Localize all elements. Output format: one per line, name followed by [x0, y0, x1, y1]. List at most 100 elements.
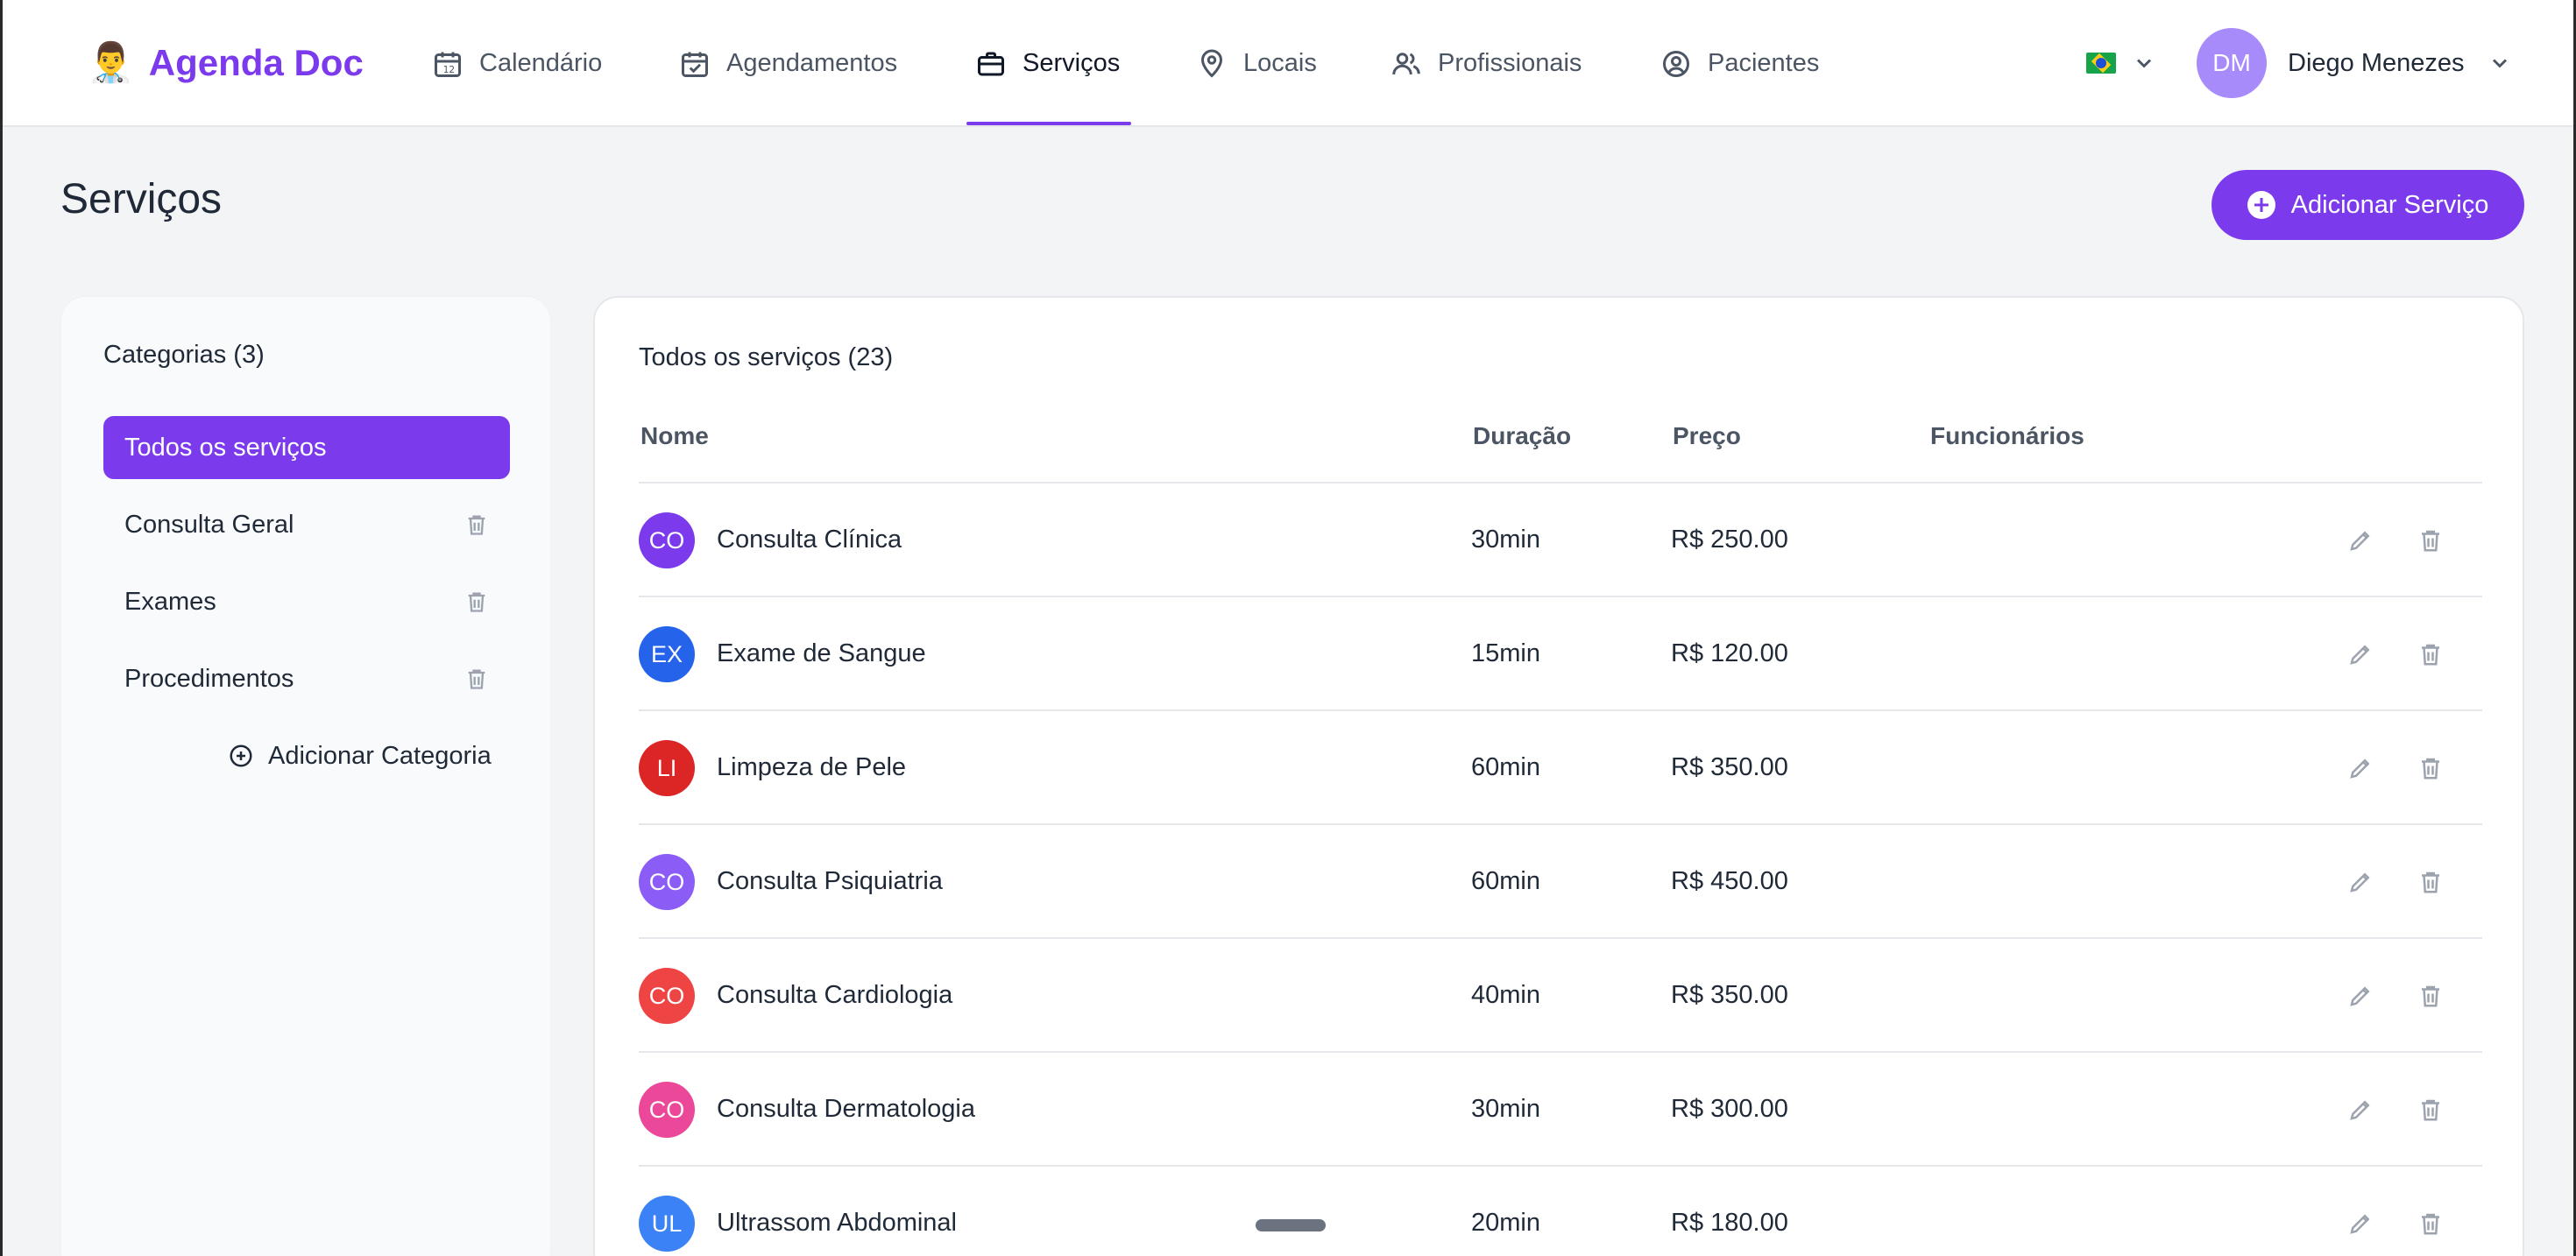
- nav-label: Serviços: [1023, 49, 1121, 77]
- edit-pencil-icon[interactable]: [2347, 527, 2374, 554]
- table-row[interactable]: CO Consulta Psiquiatria 60min R$ 450.00: [639, 825, 2482, 939]
- service-duration: 20min: [1471, 1209, 1540, 1237]
- edit-pencil-icon[interactable]: [2347, 641, 2374, 667]
- nav-calendario[interactable]: 12 Calendário: [432, 0, 602, 127]
- trash-icon[interactable]: [464, 512, 489, 537]
- briefcase-icon: [978, 52, 1004, 75]
- service-name: Ultrassom Abdominal: [717, 1209, 957, 1237]
- plus-circle-icon: [2247, 191, 2275, 219]
- table-header-divider: [639, 482, 2482, 483]
- service-duration: 40min: [1471, 981, 1540, 1009]
- scroll-handle[interactable]: [1256, 1219, 1326, 1231]
- chevron-down-icon: [2492, 59, 2507, 68]
- services-title: Todos os serviços (23): [639, 343, 894, 371]
- nav-label: Calendário: [479, 49, 603, 77]
- service-price: R$ 250.00: [1671, 526, 1788, 554]
- service-price: R$ 120.00: [1671, 639, 1788, 667]
- service-duration: 30min: [1471, 1095, 1540, 1123]
- category-item-consulta-geral[interactable]: Consulta Geral: [103, 493, 510, 556]
- category-item-procedimentos[interactable]: Procedimentos: [103, 647, 510, 710]
- trash-icon[interactable]: [2417, 755, 2444, 781]
- add-service-button[interactable]: Adicionar Serviço: [2212, 170, 2524, 240]
- service-name: Consulta Psiquiatria: [717, 867, 943, 895]
- category-item-todos[interactable]: Todos os serviços: [103, 416, 510, 479]
- plus-circle-icon: [230, 744, 252, 767]
- service-price: R$ 450.00: [1671, 867, 1788, 895]
- trash-icon[interactable]: [2417, 983, 2444, 1009]
- nav-servicos[interactable]: Serviços: [975, 0, 1120, 127]
- table-row[interactable]: UL Ultrassom Abdominal 20min R$ 180.00: [639, 1167, 2482, 1256]
- brand-name: Agenda Doc: [148, 42, 364, 83]
- nav-pacientes[interactable]: Pacientes: [1660, 0, 1819, 127]
- trash-icon[interactable]: [2417, 641, 2444, 667]
- categories-title: Categorias (3): [103, 341, 265, 369]
- active-tab-indicator: [966, 122, 1131, 125]
- edit-pencil-icon[interactable]: [2347, 983, 2374, 1009]
- edit-pencil-icon[interactable]: [2347, 1210, 2374, 1237]
- trash-icon[interactable]: [2417, 1210, 2444, 1237]
- service-price: R$ 180.00: [1671, 1209, 1788, 1237]
- language-selector[interactable]: [2086, 46, 2156, 81]
- services-panel: Todos os serviços (23) Nome Duração Preç…: [593, 296, 2524, 1256]
- column-header-nome: Nome: [640, 422, 709, 449]
- nav-agendamentos[interactable]: Agendamentos: [679, 0, 897, 127]
- nav-label: Profissionais: [1438, 49, 1582, 77]
- nav-label: Agendamentos: [726, 49, 898, 77]
- avatar[interactable]: DM: [2197, 28, 2267, 98]
- user-menu[interactable]: Diego Menezes: [2288, 46, 2512, 81]
- service-duration: 15min: [1471, 639, 1540, 667]
- service-badge: UL: [639, 1196, 695, 1252]
- service-price: R$ 300.00: [1671, 1095, 1788, 1123]
- table-row[interactable]: CO Consulta Dermatologia 30min R$ 300.00: [639, 1053, 2482, 1167]
- nav-locais[interactable]: Locais: [1196, 0, 1317, 127]
- nav-label: Locais: [1243, 49, 1317, 77]
- category-item-exames[interactable]: Exames: [103, 570, 510, 633]
- edit-pencil-icon[interactable]: [2347, 1097, 2374, 1123]
- table-row[interactable]: LI Limpeza de Pele 60min R$ 350.00: [639, 711, 2482, 825]
- add-category-button[interactable]: Adicionar Categoria: [228, 738, 492, 773]
- column-header-duracao: Duração: [1473, 422, 1572, 449]
- trash-icon[interactable]: [464, 667, 489, 691]
- brand-logo[interactable]: 👨‍⚕️ Agenda Doc: [87, 39, 364, 88]
- table-row[interactable]: EX Exame de Sangue 15min R$ 120.00: [639, 597, 2482, 711]
- table-row[interactable]: CO Consulta Clínica 30min R$ 250.00: [639, 483, 2482, 597]
- column-header-preco: Preço: [1673, 422, 1741, 449]
- calendar-check-icon: [682, 52, 708, 77]
- table-row[interactable]: CO Consulta Cardiologia 40min R$ 350.00: [639, 939, 2482, 1053]
- service-name: Consulta Cardiologia: [717, 981, 953, 1009]
- edit-pencil-icon[interactable]: [2347, 755, 2374, 781]
- trash-icon[interactable]: [2417, 1097, 2444, 1123]
- map-pin-icon: [1200, 49, 1223, 78]
- service-name: Exame de Sangue: [717, 639, 926, 667]
- chevron-down-icon: [2136, 59, 2152, 68]
- service-name: Consulta Clínica: [717, 526, 902, 554]
- service-badge: LI: [639, 740, 695, 796]
- category-label: Procedimentos: [124, 664, 294, 693]
- service-price: R$ 350.00: [1671, 981, 1788, 1009]
- user-name: Diego Menezes: [2288, 48, 2465, 77]
- service-badge: CO: [639, 512, 695, 568]
- svg-text:12: 12: [443, 64, 455, 74]
- column-header-funcionarios: Funcionários: [1930, 422, 2084, 449]
- service-duration: 30min: [1471, 526, 1540, 554]
- service-badge: EX: [639, 626, 695, 682]
- top-navbar: 👨‍⚕️ Agenda Doc 12 Calendário Agendament…: [3, 0, 2573, 127]
- user-circle-icon: [1663, 50, 1689, 77]
- category-label: Todos os serviços: [124, 433, 327, 462]
- trash-icon[interactable]: [464, 589, 489, 614]
- nav-profissionais[interactable]: Profissionais: [1391, 0, 1582, 127]
- service-badge: CO: [639, 968, 695, 1024]
- category-label: Consulta Geral: [124, 510, 294, 539]
- service-badge: CO: [639, 854, 695, 910]
- edit-pencil-icon[interactable]: [2347, 869, 2374, 895]
- page-title: Serviços: [60, 176, 223, 222]
- calendar-icon: 12: [435, 52, 461, 77]
- doctor-emoji-icon: 👨‍⚕️: [87, 41, 135, 84]
- add-service-label: Adicionar Serviço: [2290, 190, 2489, 219]
- trash-icon[interactable]: [2417, 527, 2444, 554]
- service-name: Limpeza de Pele: [717, 753, 907, 781]
- users-icon: [1392, 52, 1420, 74]
- trash-icon[interactable]: [2417, 869, 2444, 895]
- add-category-label: Adicionar Categoria: [268, 741, 492, 770]
